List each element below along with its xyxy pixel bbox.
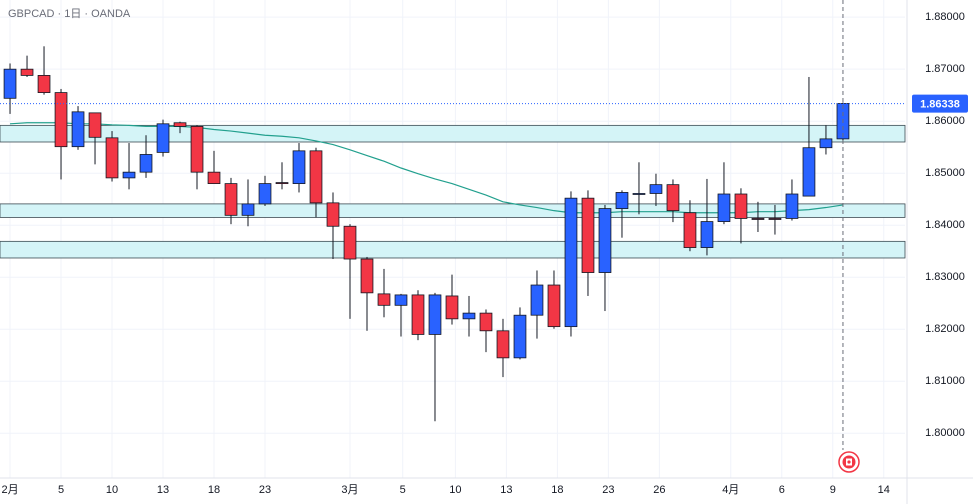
candle-body [20,68,34,76]
x-tick-label: 18 [208,484,220,496]
candle-body [700,221,714,248]
x-tick-label: 5 [400,484,406,496]
candle-body [326,202,340,227]
candle-body [819,138,833,149]
candle-body [292,150,306,185]
candle-body [445,295,459,320]
y-tick-label: 1.86000 [925,115,965,127]
y-tick-label: 1.84000 [925,219,965,231]
candle-body [785,193,799,219]
candle-body [581,197,595,273]
candle-body [241,203,255,216]
y-tick-label: 1.88000 [925,11,965,23]
candle-body [377,293,391,306]
zone [0,124,906,143]
moving-average [9,122,844,214]
x-tick-label: 5 [58,484,64,496]
candle-body [394,294,408,306]
candle-body [139,154,153,173]
y-tick-label: 1.82000 [925,323,965,335]
x-tick-label: 3月 [341,484,358,496]
candle-body [3,68,17,99]
x-tick-label: 4月 [722,484,739,496]
candle-body [462,312,476,320]
y-tick-label: 1.81000 [925,375,965,387]
candle-body [479,312,493,332]
candle-body [547,284,561,328]
chart-title: GBPCAD · 1日 · OANDA [8,8,131,20]
candle-body [105,137,119,179]
candle-body [649,184,663,194]
zone [0,203,906,218]
candle-body [632,193,646,195]
zone [0,240,906,259]
candle-body [275,182,289,185]
candle-body [190,125,204,173]
candle-body [564,197,578,328]
x-tick-label: 9 [830,484,836,496]
currency-flag [838,451,860,473]
candle-body [428,294,442,335]
x-tick-label: 10 [106,484,118,496]
candle-body [173,122,187,127]
x-tick-label: 13 [157,484,169,496]
candle-body [751,218,765,220]
candle-body [54,92,68,148]
x-tick-label: 18 [551,484,563,496]
x-tick-label: 13 [500,484,512,496]
candle-body [343,225,357,260]
candle-body [768,218,782,220]
x-tick-label: 23 [602,484,614,496]
candle-body [309,150,323,204]
candle-body [122,171,136,179]
plot-area [0,0,906,478]
candle-body [156,123,170,153]
candle-body [530,284,544,316]
y-tick-label: 1.80000 [925,427,965,439]
candle-body [207,171,221,185]
candle-body [37,75,51,93]
candle-body [71,111,85,148]
x-tick-label: 26 [653,484,665,496]
x-tick-label: 10 [449,484,461,496]
x-tick-label: 6 [779,484,785,496]
candle-body [666,184,680,212]
candle-body [598,208,612,273]
candle-body [683,212,697,248]
y-tick-label: 1.87000 [925,63,965,75]
candle-body [88,112,102,138]
candle-body [360,258,374,294]
x-tick-label: 2月 [1,484,18,496]
candle-body [513,314,527,359]
candle-body [224,183,238,216]
last-price-box [912,94,968,113]
candle-body [802,147,816,197]
last-price-label: 1.86338 [920,99,960,111]
y-tick-label: 1.83000 [925,271,965,283]
candle-body [496,330,510,359]
candle-body [734,193,748,219]
candle-body [258,183,272,205]
y-tick-label: 1.85000 [925,167,965,179]
x-tick-label: 14 [878,484,890,496]
x-tick-label: 23 [259,484,271,496]
candle-body [615,192,629,209]
candle-body [411,294,425,335]
candle-body [717,193,731,222]
